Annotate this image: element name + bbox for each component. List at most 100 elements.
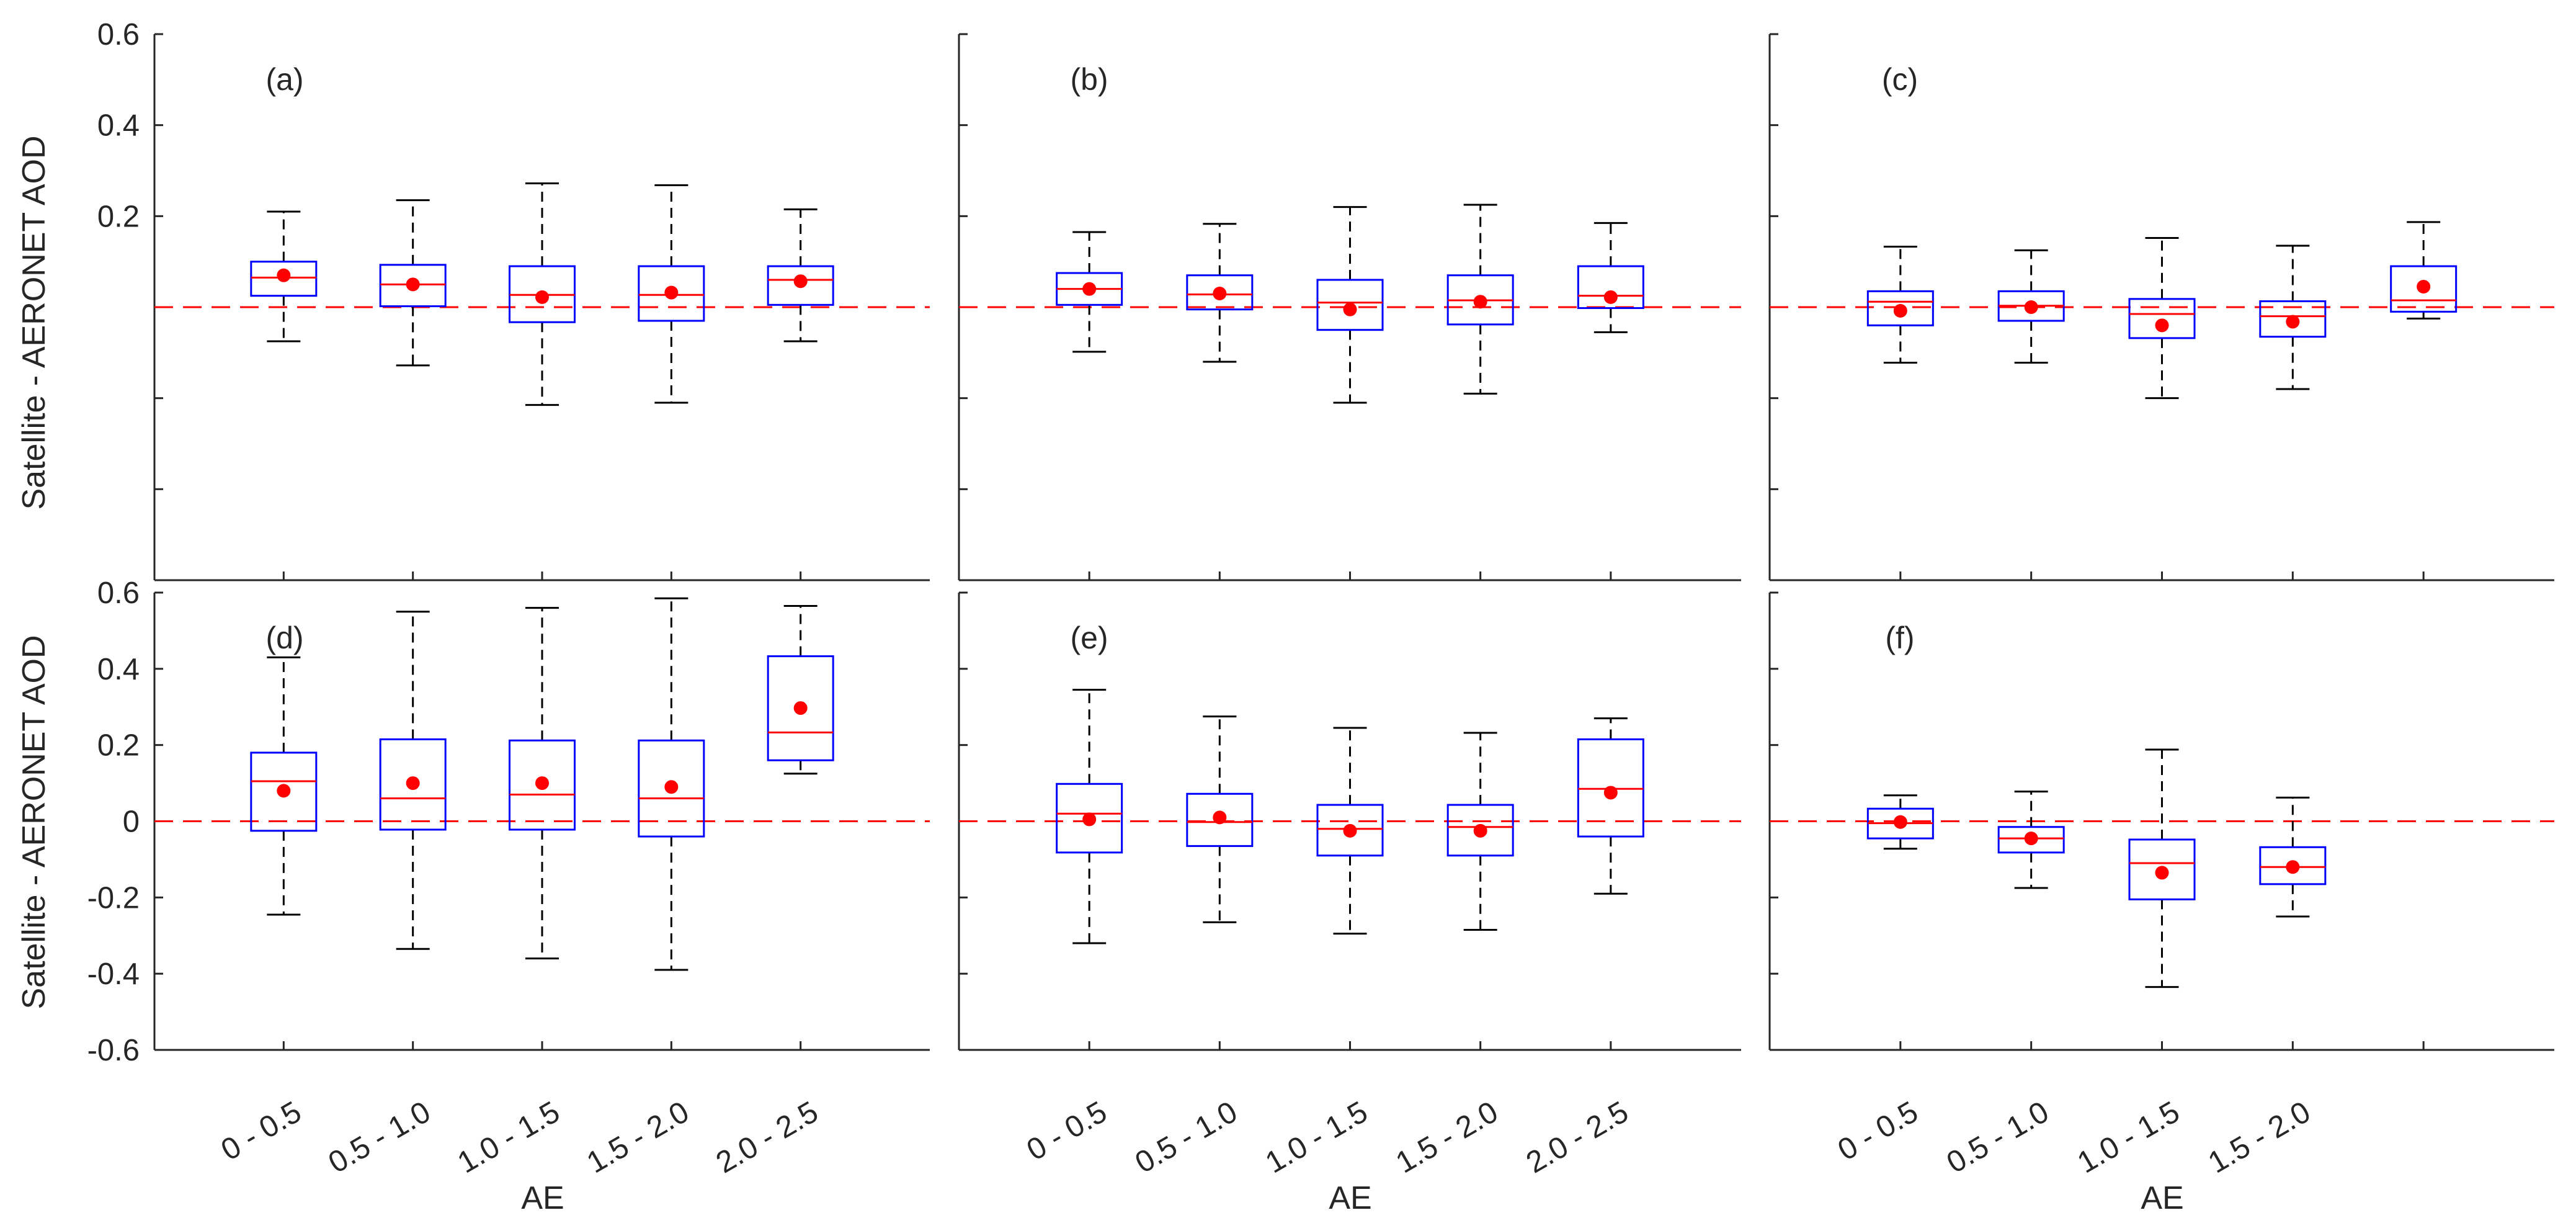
box-3	[509, 182, 576, 406]
y-tick-label: -0.4	[87, 957, 140, 991]
iqr-box	[1056, 782, 1123, 854]
mean-marker	[1343, 823, 1357, 838]
iqr-box	[1186, 274, 1254, 311]
box-3	[1316, 206, 1384, 404]
iqr-box	[1186, 792, 1254, 847]
iqr-box	[1866, 290, 1934, 326]
mean-marker	[1082, 282, 1097, 296]
x-tick-label: 2.0 - 2.5	[710, 1095, 824, 1180]
mean-marker	[277, 268, 291, 282]
mean-marker	[793, 274, 808, 289]
box-1	[1056, 231, 1123, 353]
mean-marker	[1473, 295, 1487, 309]
panel-c: (c)	[1768, 33, 2554, 581]
iqr-box	[379, 738, 447, 831]
mean-marker	[2155, 318, 2169, 333]
mean-marker	[1603, 290, 1618, 304]
iqr-box	[2259, 300, 2327, 338]
box-4	[638, 597, 705, 971]
iqr-box	[638, 265, 705, 322]
y-tick-label: 0.6	[97, 576, 140, 610]
mean-marker	[406, 277, 420, 292]
mean-marker	[2417, 280, 2431, 294]
y-tick-label: -0.2	[87, 881, 140, 915]
mean-marker	[1343, 302, 1357, 316]
box-1	[250, 656, 318, 916]
mean-marker	[1213, 810, 1227, 825]
mean-marker	[1603, 786, 1618, 800]
iqr-box	[1577, 738, 1644, 838]
mean-marker	[2024, 831, 2038, 846]
box-1	[1866, 245, 1934, 364]
mean-marker	[535, 776, 549, 791]
panel-label: (d)	[265, 621, 303, 655]
iqr-box	[1997, 826, 2065, 854]
y-tick-label: 0.4	[97, 109, 140, 143]
box-4	[1446, 732, 1514, 931]
x-tick-label: 1.0 - 1.5	[1260, 1095, 1373, 1180]
mean-marker	[535, 290, 549, 304]
box-5	[2390, 221, 2458, 320]
mean-marker	[406, 776, 420, 791]
iqr-box	[250, 751, 318, 832]
box-2	[1997, 791, 2065, 889]
iqr-box	[2128, 838, 2196, 900]
panels: 0.2 0.4 0.6 (a) (b) (c) -0.6 -0.4 -0.2 0 0.2 0.4 0.6…	[87, 18, 2554, 1180]
x-tick-label: 0 - 0.5	[1021, 1095, 1112, 1167]
box-1	[1866, 794, 1934, 850]
x-tick-label: 1.5 - 2.0	[581, 1095, 695, 1180]
iqr-box	[379, 264, 447, 308]
panel-d: -0.6-0.4-0.200.20.40.60 - 0.5 0.5 - 1.0 1.…	[87, 576, 930, 1180]
y-axis-title-top: Satellite - AERONET AOD	[16, 135, 52, 509]
box-3	[509, 607, 576, 960]
panel-f: 0 - 0.5 0.5 - 1.0 1.0 - 1.5 1.5 - 2.0 (f)	[1768, 591, 2554, 1180]
x-tick-label: 1.5 - 2.0	[2203, 1095, 2316, 1180]
box-1	[1056, 689, 1123, 944]
box-5	[767, 604, 834, 775]
x-axis-title-a: AE	[521, 1180, 564, 1216]
iqr-box	[2259, 846, 2327, 885]
mean-marker	[1213, 287, 1227, 300]
x-axis-title-c: AE	[2141, 1180, 2183, 1216]
x-tick-label: 2.0 - 2.5	[1521, 1095, 1634, 1180]
x-axis-title-b: AE	[1329, 1180, 1371, 1216]
box-3	[2128, 237, 2196, 400]
panel-label: (a)	[265, 62, 303, 97]
iqr-box	[1316, 279, 1384, 331]
iqr-box	[509, 739, 576, 831]
iqr-box	[2128, 298, 2196, 339]
box-2	[1186, 223, 1254, 363]
y-tick-label: -0.6	[87, 1034, 140, 1067]
mean-marker	[2024, 300, 2038, 314]
panel-e: 0 - 0.5 0.5 - 1.0 1.0 - 1.5 1.5 - 2.0 2.0 - …	[958, 591, 1741, 1180]
x-tick-label: 0 - 0.5	[216, 1095, 307, 1167]
panel-label: (b)	[1070, 62, 1108, 97]
box-5	[1577, 717, 1644, 895]
box-4	[2259, 244, 2327, 390]
panel-label: (e)	[1070, 621, 1108, 655]
box-4	[638, 184, 705, 404]
x-tick-label: 0.5 - 1.0	[1941, 1095, 2054, 1180]
box-2	[379, 199, 447, 367]
mean-marker	[2155, 866, 2169, 880]
mean-marker	[1082, 812, 1097, 827]
iqr-box	[1446, 804, 1514, 857]
y-tick-label: 0.2	[97, 200, 140, 233]
panel-label: (f)	[1885, 621, 1914, 655]
mean-marker	[2286, 860, 2300, 874]
mean-marker	[664, 285, 679, 300]
mean-marker	[2286, 315, 2300, 329]
y-tick-label: 0.2	[97, 729, 140, 763]
box-5	[1577, 222, 1644, 333]
box-2	[1186, 715, 1254, 923]
mean-marker	[793, 701, 808, 715]
box-4	[1446, 204, 1514, 395]
box-5	[767, 208, 834, 343]
iqr-box	[1316, 804, 1384, 857]
iqr-box	[638, 739, 705, 838]
y-tick-label: 0.4	[97, 653, 140, 686]
mean-marker	[1473, 823, 1487, 838]
x-tick-label: 1.0 - 1.5	[452, 1095, 566, 1180]
box-3	[1316, 727, 1384, 935]
